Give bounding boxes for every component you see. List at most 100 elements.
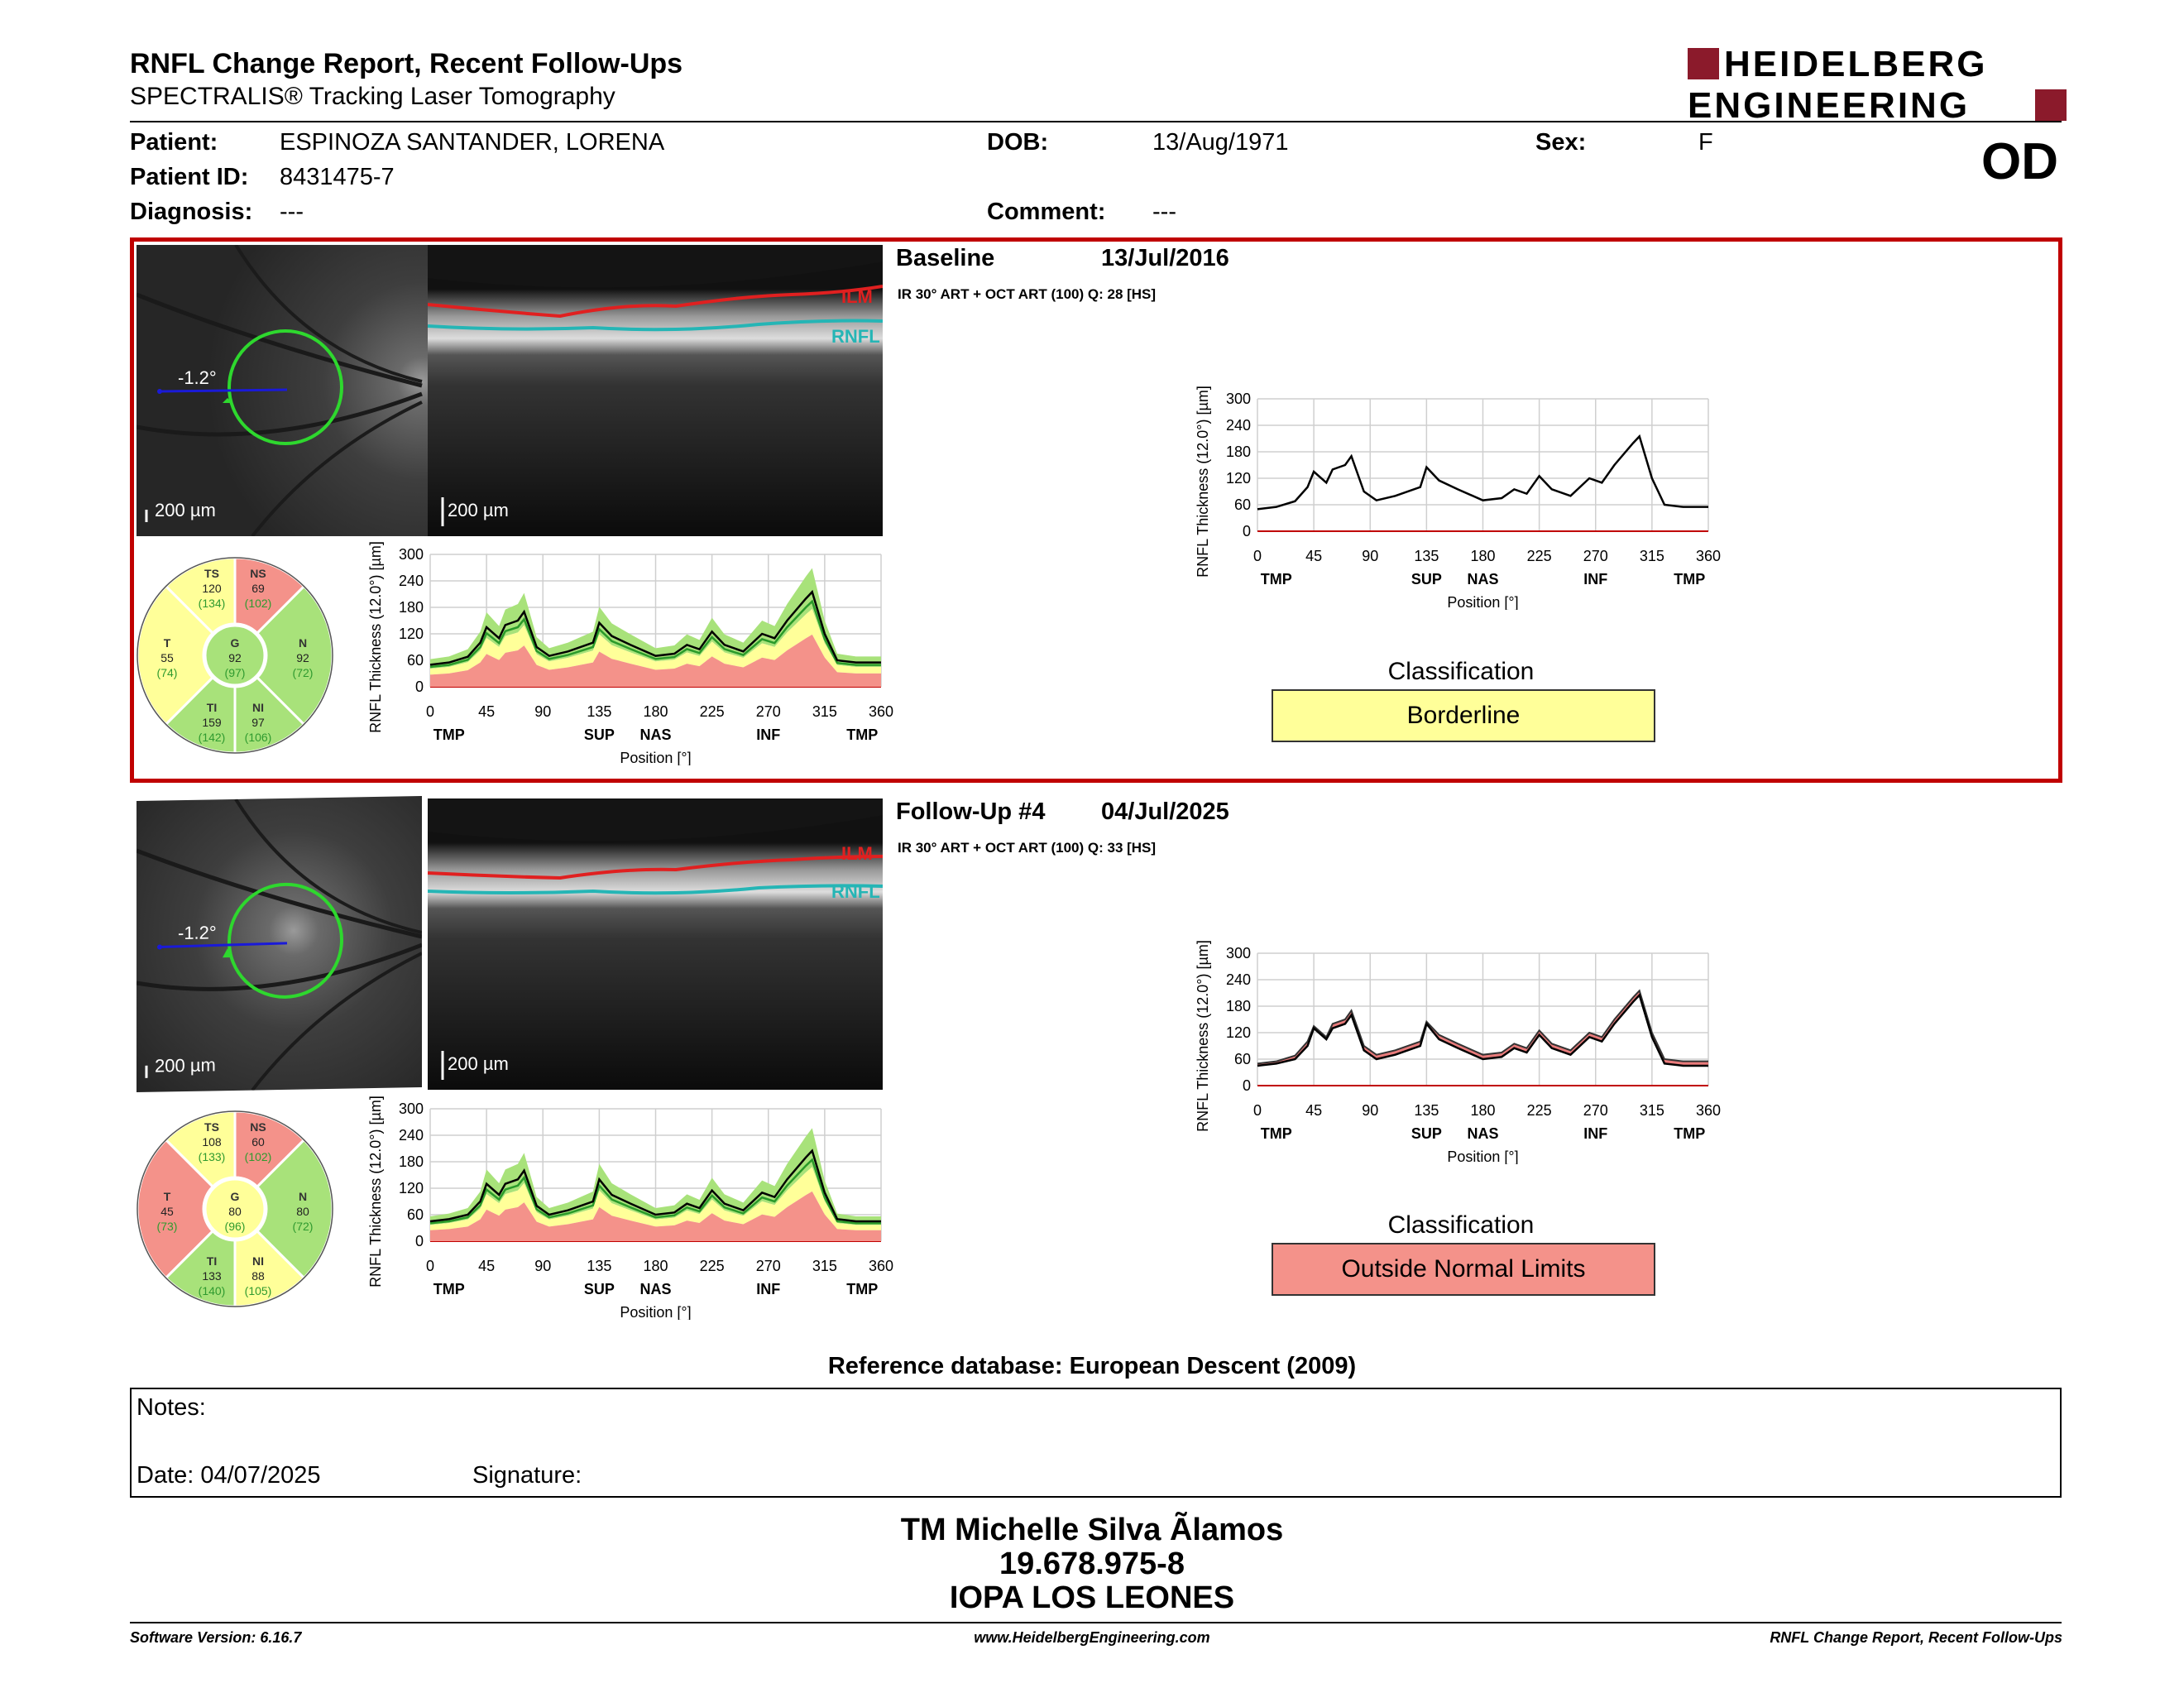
- x-tick-label: 180: [1470, 548, 1495, 564]
- sector-t-ref: (73): [157, 1220, 178, 1233]
- baseline-fundus-image: -1.2° 200 µm: [136, 245, 428, 536]
- followup-oct-scale: 200 µm: [448, 1053, 509, 1074]
- footer-url[interactable]: www.HeidelbergEngineering.com: [974, 1629, 1210, 1646]
- x-tick-label: 225: [700, 703, 725, 720]
- sector-ti-label: TI: [207, 1254, 217, 1268]
- borderline-band: [430, 608, 881, 675]
- region-label: NAS: [1467, 1125, 1498, 1142]
- region-label: TMP: [1674, 571, 1705, 587]
- thickness-line: [429, 589, 881, 666]
- sector-ts-label: TS: [204, 1120, 219, 1134]
- y-tick-label: 120: [1226, 1024, 1251, 1041]
- comment-label: Comment:: [987, 199, 1106, 225]
- baseline-fundus-scale: 200 µm: [155, 500, 216, 520]
- region-label: TMP: [846, 1281, 878, 1297]
- patient-id: 8431475-7: [280, 164, 395, 190]
- y-tick-label: 60: [1234, 496, 1251, 513]
- logo-line-1: HEIDELBERG: [1724, 44, 1987, 84]
- sector-ts-ref: (133): [199, 1150, 226, 1163]
- sector-t-label: T: [164, 636, 171, 650]
- signatory-rut: 19.678.975-8: [999, 1547, 1185, 1581]
- normal-band: [430, 1128, 881, 1225]
- sector-n-value: 80: [296, 1205, 309, 1218]
- followup-line: [1257, 993, 1708, 1067]
- borderline-band: [430, 1167, 881, 1230]
- followup-scan-meta: IR 30° ART + OCT ART (100) Q: 33 [HS]: [898, 840, 1157, 856]
- x-tick-label: 270: [1583, 548, 1608, 564]
- region-label: TMP: [846, 727, 878, 743]
- thickness-line: [429, 1149, 881, 1223]
- x-tick-label: 45: [478, 1258, 495, 1274]
- sector-n-ref: (72): [293, 1220, 314, 1233]
- followup-title: Follow-Up #4: [896, 798, 1046, 825]
- thickness-line: [1257, 434, 1708, 511]
- x-tick-label: 90: [534, 703, 551, 720]
- signatory-institution: IOPA LOS LEONES: [949, 1580, 1235, 1615]
- region-label: SUP: [584, 1281, 615, 1297]
- y-tick-label: 180: [399, 599, 424, 616]
- sector-t-ref: (74): [157, 666, 178, 679]
- sector-ts-label: TS: [204, 567, 219, 580]
- sector-ti-label: TI: [207, 701, 217, 714]
- x-tick-label: 180: [643, 1258, 668, 1274]
- x-tick-label: 0: [1253, 548, 1262, 564]
- diagnosis-value: ---: [280, 199, 304, 225]
- sector-ns-label: NS: [250, 567, 266, 580]
- x-tick-label: 315: [812, 1258, 837, 1274]
- x-axis-label: Position [°]: [1447, 1149, 1518, 1164]
- region-label: INF: [756, 727, 780, 743]
- normative-mean-line: [429, 599, 881, 669]
- sector-ni-value: 88: [251, 1269, 265, 1283]
- y-axis-label: RNFL Thickness (12.0°) [µm]: [1195, 386, 1211, 578]
- sector-ns-label: NS: [250, 1120, 266, 1134]
- x-tick-label: 90: [534, 1258, 551, 1274]
- sector-ti-ref: (142): [199, 731, 226, 744]
- region-label: INF: [1583, 1125, 1607, 1142]
- y-tick-label: 300: [1226, 391, 1251, 407]
- y-tick-label: 180: [1226, 998, 1251, 1014]
- diagnosis-label: Diagnosis:: [130, 199, 253, 225]
- y-axis-label: RNFL Thickness (12.0°) [µm]: [367, 1096, 384, 1288]
- dob-label: DOB:: [987, 129, 1049, 156]
- x-tick-label: 270: [756, 703, 781, 720]
- sector-ns-ref: (102): [245, 597, 272, 610]
- followup-ilm-label: ILM: [841, 843, 873, 864]
- x-tick-label: 180: [1470, 1102, 1495, 1119]
- region-label: INF: [756, 1281, 780, 1297]
- sector-ni-ref: (106): [245, 731, 272, 744]
- dob-value: 13/Aug/1971: [1152, 129, 1289, 156]
- sector-n-value: 92: [296, 651, 309, 664]
- followup-normative-chart: 300 240 180 120 60 00 45 90 135 180 225 270 315 360 TM…: [367, 1096, 893, 1320]
- logo-line-2: ENGINEERING: [1688, 85, 1970, 126]
- scan-circle: [228, 882, 343, 999]
- outside-band: [430, 1191, 881, 1241]
- sector-ti-ref: (140): [199, 1284, 226, 1297]
- x-tick-label: 135: [1414, 548, 1439, 564]
- sector-ts-value: 120: [202, 582, 222, 595]
- sector-ns-value: 69: [251, 582, 265, 595]
- sector-ti-value: 159: [202, 716, 222, 729]
- sex-value: F: [1698, 129, 1713, 156]
- y-tick-label: 180: [1226, 444, 1251, 460]
- x-tick-label: 90: [1362, 1102, 1378, 1119]
- notes-date: Date: 04/07/2025: [136, 1462, 321, 1489]
- outside-band: [430, 634, 881, 687]
- normal-band: [430, 568, 881, 669]
- sector-ni-label: NI: [252, 1254, 264, 1268]
- baseline-date: 13/Jul/2016: [1101, 245, 1229, 271]
- sector-ns-ref: (102): [245, 1150, 272, 1163]
- x-tick-label: 315: [1640, 1102, 1664, 1119]
- baseline-rnfl-label: RNFL: [831, 326, 880, 347]
- footer-report-name: RNFL Change Report, Recent Follow-Ups: [1770, 1629, 2062, 1646]
- followup-classification-title: Classification: [1387, 1211, 1535, 1239]
- baseline-panel-frame: [130, 237, 2062, 783]
- y-tick-label: 240: [1226, 417, 1251, 434]
- region-label: SUP: [1411, 571, 1442, 587]
- baseline-title: Baseline: [896, 245, 995, 271]
- y-tick-label: 180: [399, 1153, 424, 1170]
- sector-g-value: 80: [228, 1205, 242, 1218]
- baseline-scan-meta: IR 30° ART + OCT ART (100) Q: 28 [HS]: [898, 286, 1157, 302]
- y-tick-label: 240: [399, 573, 424, 589]
- region-label: TMP: [433, 727, 465, 743]
- sector-g-label: G: [231, 636, 240, 650]
